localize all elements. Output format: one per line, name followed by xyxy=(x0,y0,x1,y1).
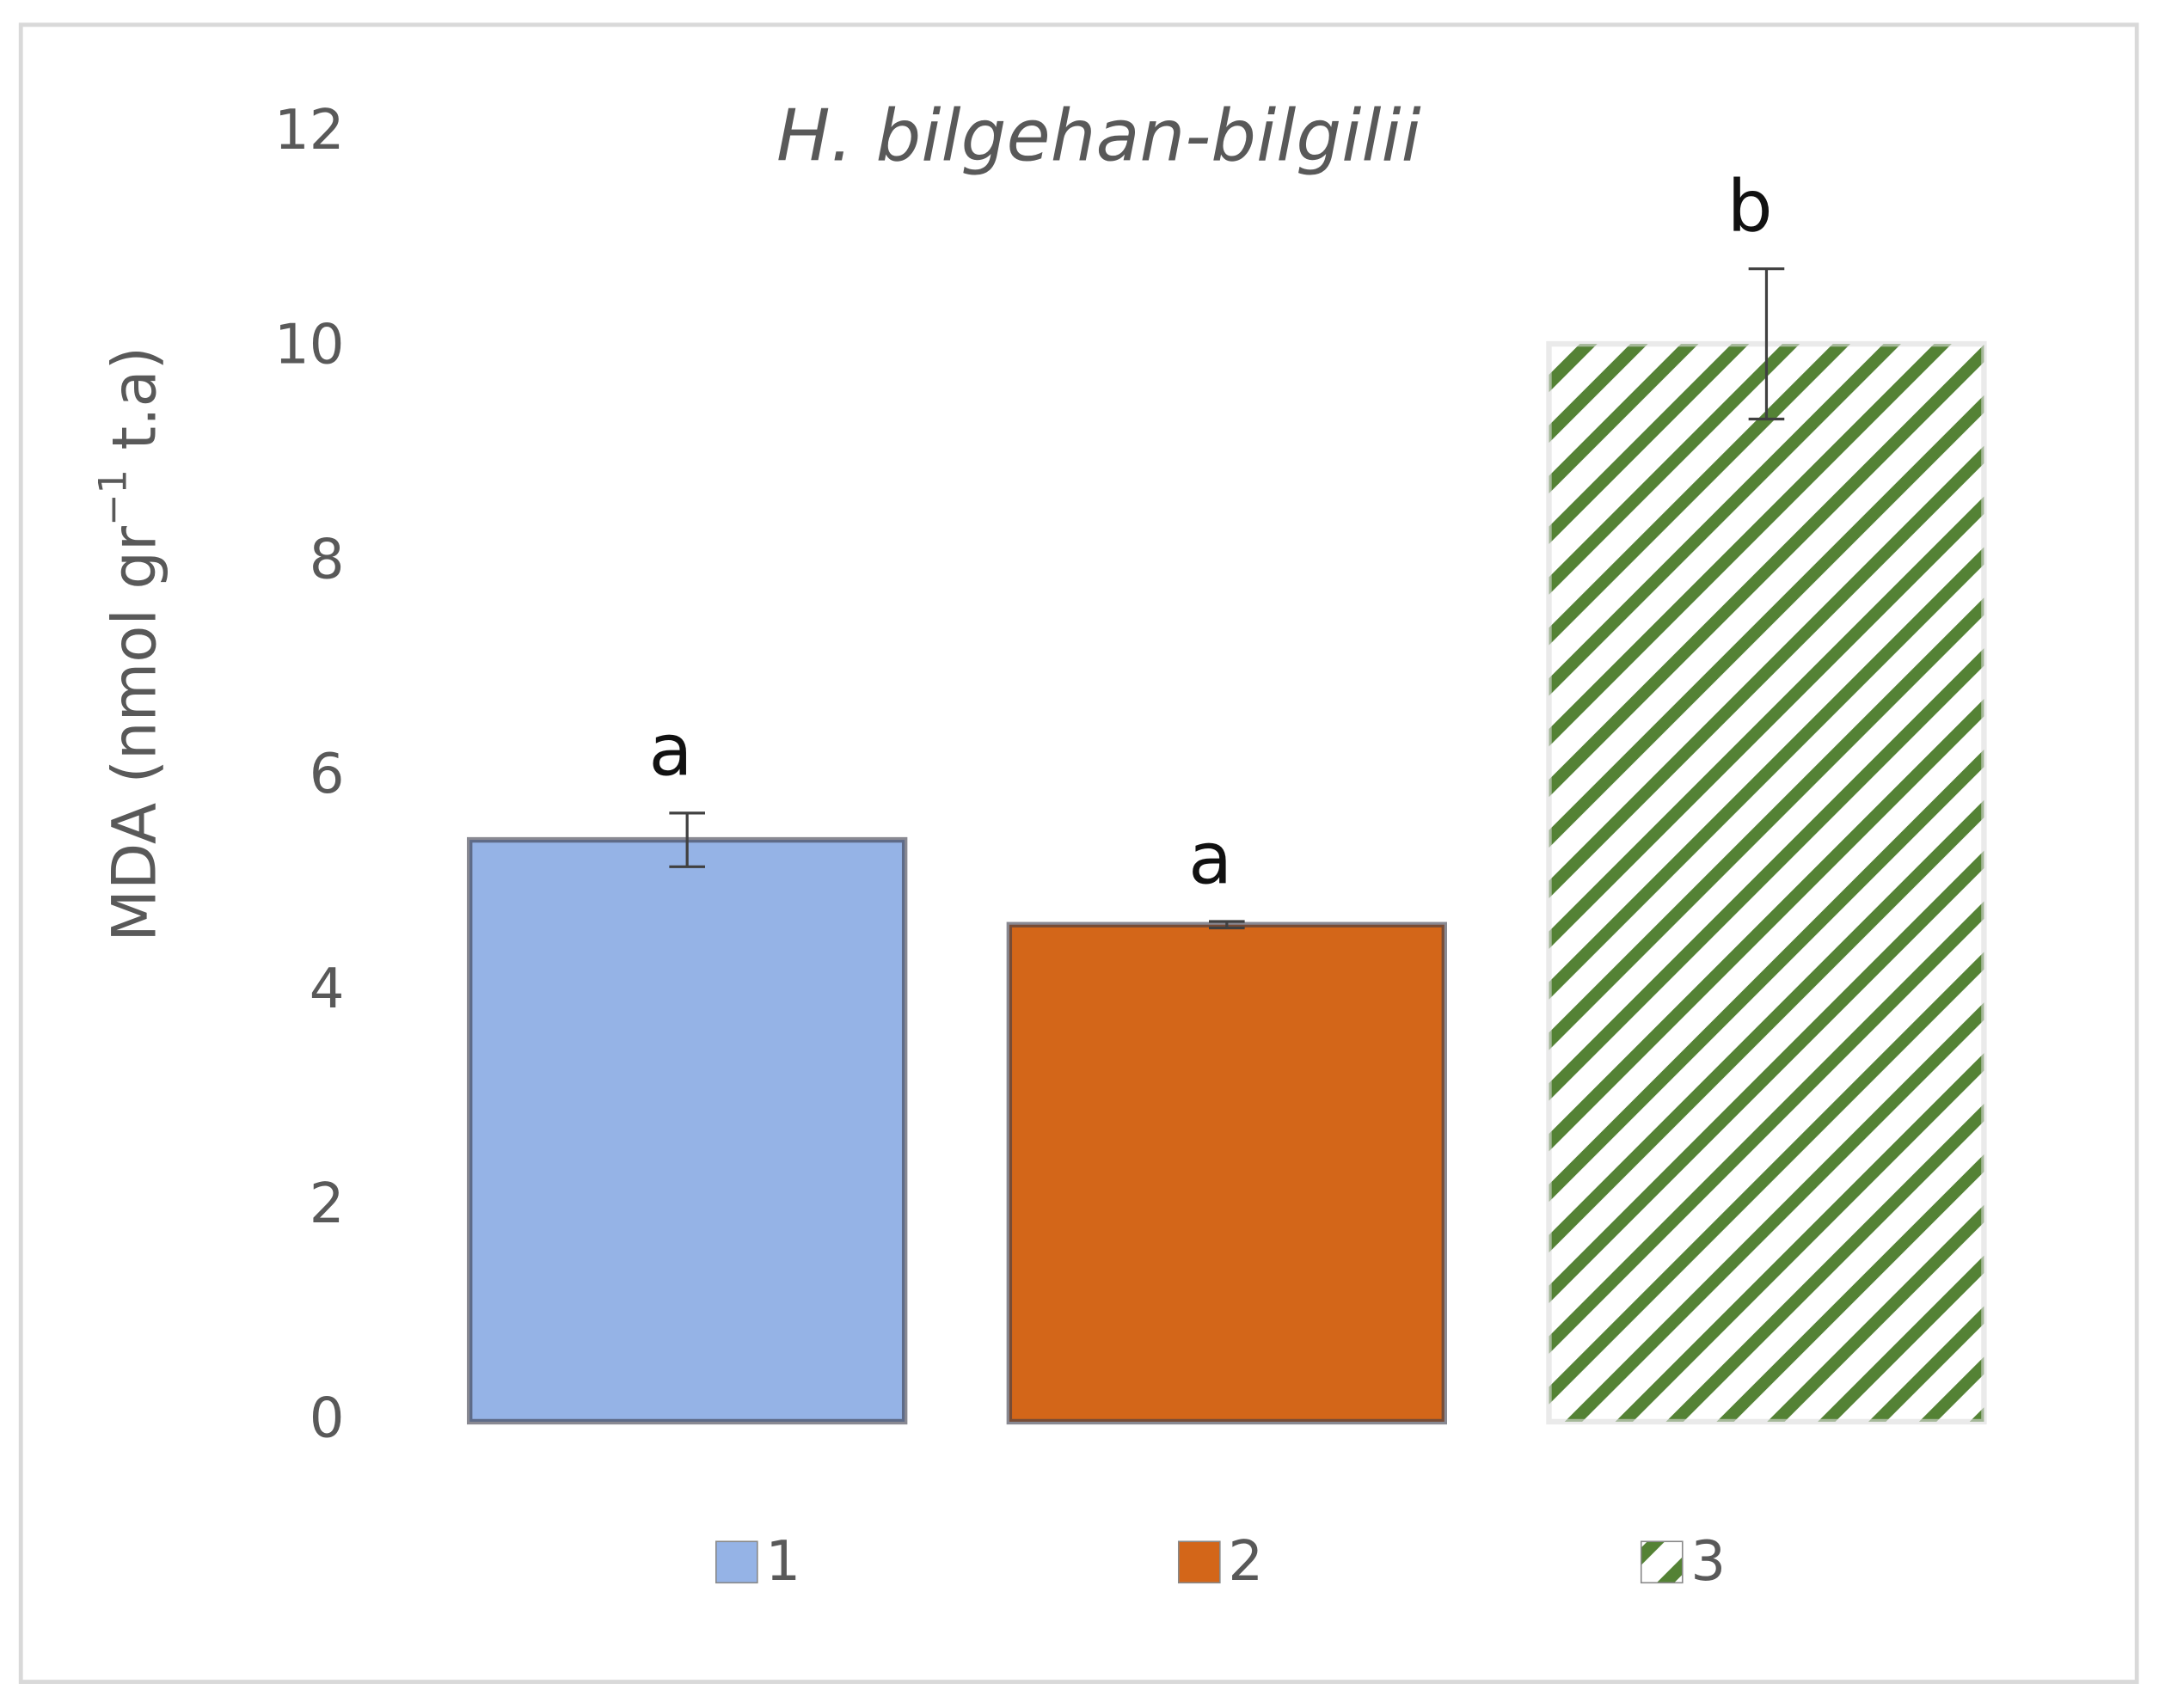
y-tick-label: 10 xyxy=(274,314,344,377)
significance-label: a xyxy=(1188,817,1232,901)
bar xyxy=(1546,340,1987,1425)
y-axis-label-part: t.a) xyxy=(99,346,169,469)
bar xyxy=(466,836,908,1425)
y-axis-label: MDA (nmol gr−1 t.a) xyxy=(89,346,169,942)
y-tick-label: 0 xyxy=(310,1387,345,1451)
legend-swatch xyxy=(1640,1540,1684,1584)
y-tick-label: 2 xyxy=(310,1172,345,1236)
chart-title: H. bilgehan-bilgilii xyxy=(776,94,1421,177)
legend-label: 1 xyxy=(765,1530,800,1594)
y-tick-label: 4 xyxy=(310,958,345,1021)
significance-label: b xyxy=(1727,164,1773,248)
y-axis-label-sup: −1 xyxy=(89,469,135,526)
legend-swatch xyxy=(715,1540,758,1584)
legend-swatch xyxy=(1177,1540,1221,1584)
y-tick-label: 6 xyxy=(310,743,345,806)
legend-label: 2 xyxy=(1228,1530,1263,1594)
y-tick-label: 8 xyxy=(310,528,345,591)
significance-label: a xyxy=(648,709,692,793)
bar xyxy=(1006,921,1448,1425)
y-tick-label: 12 xyxy=(274,99,344,162)
legend-label: 3 xyxy=(1690,1530,1726,1594)
y-axis-label-part: MDA (nmol gr xyxy=(99,526,169,942)
